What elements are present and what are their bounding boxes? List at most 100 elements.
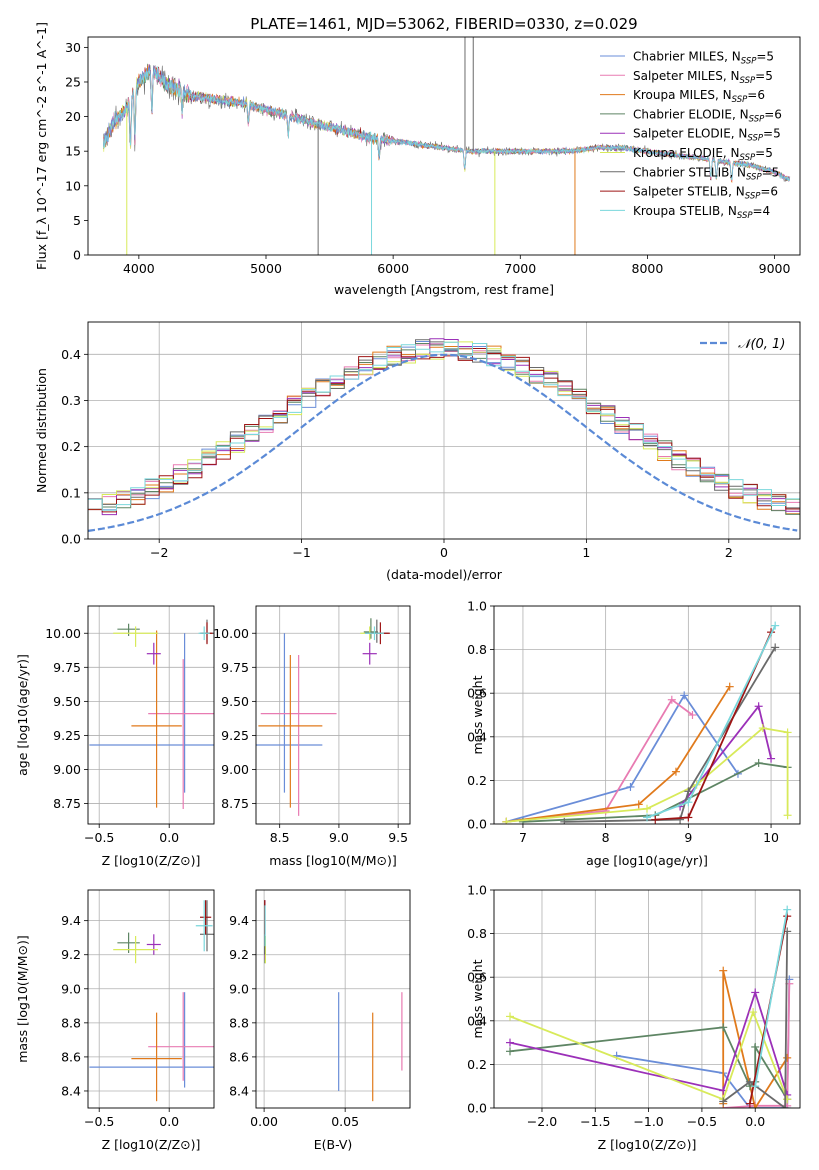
x-tick-label: 0.0 xyxy=(159,1114,179,1129)
y-tick-label: 8.75 xyxy=(221,796,249,811)
errorbar-point-pink xyxy=(260,655,337,816)
y-tick-label: 0.1 xyxy=(61,485,81,500)
weight-line-lime xyxy=(506,727,789,823)
plot-area xyxy=(256,890,410,1108)
weight-marker-blue xyxy=(680,691,689,700)
y-tick-label: 8.8 xyxy=(229,1015,249,1030)
y-tick-label: 0.4 xyxy=(467,729,487,744)
x-tick-label: 9.0 xyxy=(329,830,349,845)
y-axis-label: mass [log10(M/M⊙)] xyxy=(15,935,30,1063)
x-tick-label: 7 xyxy=(519,830,527,845)
errorbar-point-orange xyxy=(131,1012,182,1102)
errorbar-point-cyan xyxy=(195,900,213,952)
y-tick-label: 8.6 xyxy=(61,1049,81,1064)
weight-marker-blue xyxy=(626,782,635,791)
legend-label: Salpeter MILES, NSSP=5 xyxy=(633,69,773,86)
spectrum-title: PLATE=1461, MJD=53062, FIBERID=0330, z=0… xyxy=(250,15,637,33)
plot-area xyxy=(256,606,410,824)
y-tick-label: 9.50 xyxy=(53,694,81,709)
x-tick-label: −0.5 xyxy=(84,830,114,845)
y-tick-label: 8.8 xyxy=(61,1015,81,1030)
weight-marker-orange xyxy=(751,1104,760,1108)
errorbar-point-purple xyxy=(146,642,161,665)
y-tick-label: 0.8 xyxy=(467,642,487,657)
y-tick-label: 20 xyxy=(65,109,81,124)
weight-marker-orange xyxy=(725,682,734,691)
weight-marker-orange xyxy=(783,1053,792,1062)
weight-marker-darkred xyxy=(745,1099,754,1108)
weight-line-gray xyxy=(722,931,789,1108)
weight-marker-gray xyxy=(560,817,569,824)
weight-marker-purple xyxy=(505,1038,514,1047)
y-tick-label: 9.4 xyxy=(61,913,81,928)
errorbar-point-blue xyxy=(89,992,214,1088)
weight-marker-lime xyxy=(505,1012,514,1021)
x-tick-label: −1.0 xyxy=(633,1114,663,1129)
x-tick-label: 5000 xyxy=(250,261,282,276)
x-axis-label: Z [log10(Z/Z⊙)] xyxy=(102,1137,201,1152)
plot-area xyxy=(88,890,214,1108)
x-tick-label: 8000 xyxy=(632,261,664,276)
y-tick-label: 8.4 xyxy=(229,1083,249,1098)
weight-marker-darkred xyxy=(651,815,660,824)
axes-weight-vs-Z: −2.0 −1.5 −1.0 −0.5 0.0 0.0 0.2 0.4 0.6 0.8 1.0 Z [… xyxy=(467,883,801,1152)
errorbar-point-lime xyxy=(113,935,158,964)
errorbar-point-blue xyxy=(256,633,323,793)
errorbar-point-darkgreen xyxy=(363,618,379,639)
y-tick-label: 30 xyxy=(65,40,81,55)
axes-frame xyxy=(493,605,801,825)
y-tick-label: 1.0 xyxy=(467,883,487,898)
weight-marker-cyan xyxy=(751,1082,760,1091)
x-tick-label: 4000 xyxy=(123,261,155,276)
legend-label: Chabrier ELODIE, NSSP=6 xyxy=(633,107,782,124)
weight-line-cyan xyxy=(754,909,789,1087)
weight-marker-gray xyxy=(781,1104,790,1108)
legend-normal-label: 𝒩(0, 1) xyxy=(738,337,785,352)
legend-label: Kroupa STELIB, NSSP=4 xyxy=(633,204,770,221)
errorbar-point-orange xyxy=(258,655,323,808)
axes-frame xyxy=(255,605,411,825)
weight-marker-gray xyxy=(719,1097,728,1106)
y-tick-label: 1.0 xyxy=(467,599,487,614)
histogram-darkred xyxy=(88,348,800,513)
y-tick-label: 0.6 xyxy=(467,970,487,985)
x-tick-label: 8.5 xyxy=(270,830,290,845)
axes-spectrum: 4000 5000 6000 7000 8000 9000 0 5 10 15 20 25 30 Chab… xyxy=(34,22,801,297)
y-axis-label: age [log10(age/yr)] xyxy=(15,654,30,776)
weight-marker-purple xyxy=(754,702,763,711)
y-tick-label: 0.0 xyxy=(61,532,81,547)
y-tick-label: 15 xyxy=(65,144,81,159)
weight-line-orange xyxy=(506,686,731,823)
axes-frame xyxy=(87,605,215,825)
weight-marker-gray xyxy=(745,1077,754,1086)
y-axis-label: Flux [f_λ 10^-17 erg cm^-2 s^-1 A^-1] xyxy=(34,22,49,270)
y-tick-label: 0.2 xyxy=(61,439,81,454)
histogram-cyan xyxy=(88,341,800,515)
weight-marker-darkgreen xyxy=(505,1047,514,1056)
x-tick-label: −2.0 xyxy=(527,1114,557,1129)
x-tick-label: −2 xyxy=(150,545,168,560)
weight-line-purple xyxy=(509,989,789,1096)
y-tick-label: 0.0 xyxy=(467,817,487,832)
x-tick-label: 0.0 xyxy=(745,1114,765,1129)
weight-marker-lime xyxy=(643,804,651,813)
y-tick-label: 9.75 xyxy=(53,660,81,675)
weight-marker-lime xyxy=(783,811,792,820)
weight-marker-darkgreen xyxy=(719,1023,728,1032)
errorbar-point-orange xyxy=(131,630,182,808)
weight-line-blue xyxy=(506,693,739,823)
x-tick-label: 0.05 xyxy=(331,1114,359,1129)
x-axis-label: age [log10(age/yr)] xyxy=(586,853,708,868)
y-axis-label: mass weight xyxy=(470,959,485,1038)
x-axis-label: E(B-V) xyxy=(314,1137,353,1152)
x-tick-label: 9000 xyxy=(759,261,791,276)
weight-marker-lime xyxy=(502,817,511,824)
x-tick-label: −1.5 xyxy=(580,1114,610,1129)
weight-marker-purple xyxy=(751,988,760,997)
weight-marker-purple xyxy=(767,754,776,763)
weight-marker-orange xyxy=(719,966,728,975)
x-tick-label: 9.5 xyxy=(388,830,408,845)
y-tick-label: 0.6 xyxy=(467,686,487,701)
weight-marker-orange xyxy=(634,800,643,809)
